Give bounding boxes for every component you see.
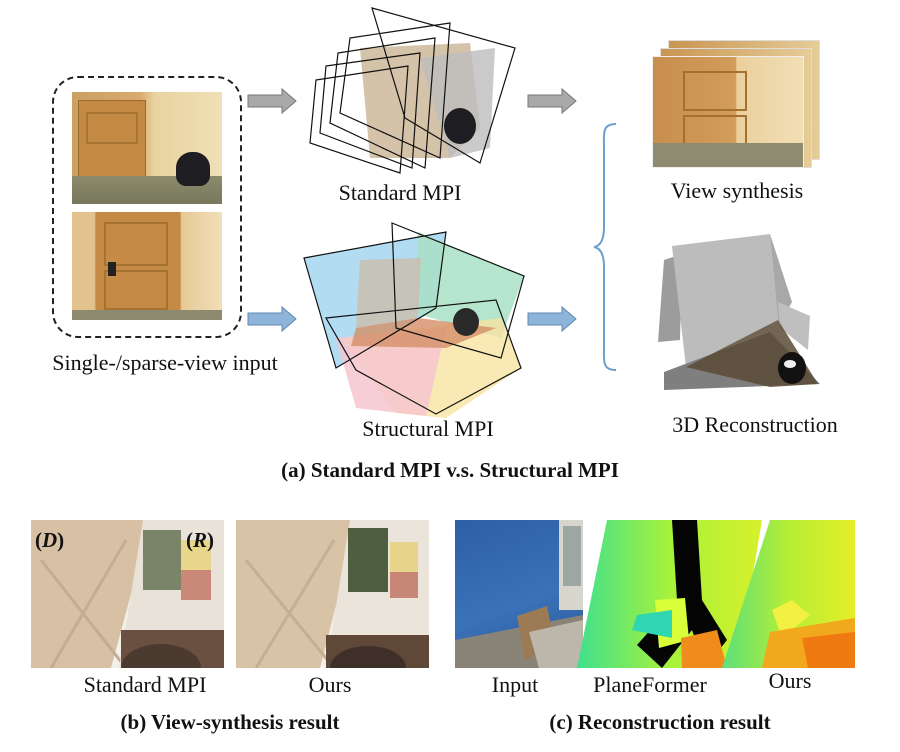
ours-view-synthesis-label: Ours — [308, 672, 352, 697]
ours-depth-map — [722, 520, 855, 668]
standard-mpi-label: Standard MPI — [338, 180, 462, 205]
reconstruction-render — [658, 234, 820, 390]
synth-front-image — [652, 56, 804, 168]
depth-marker-letter: D — [42, 528, 58, 552]
input-views-frame — [52, 76, 242, 338]
rgb-marker: (R) — [186, 528, 215, 552]
structural-mpi-planes — [303, 222, 525, 418]
planeformer-label: PlaneFormer — [593, 672, 707, 697]
reconstruction-label: 3D Reconstruction — [672, 412, 838, 437]
reconstruction-input-label: Input — [491, 672, 539, 697]
gray-arrow-1 — [247, 87, 297, 115]
planeformer-depth-map — [577, 520, 762, 668]
blue-arrow-2 — [527, 305, 577, 333]
standard-mpi-result-label: Standard MPI — [83, 672, 207, 697]
ours-reconstruction-label: Ours — [768, 668, 812, 693]
caption-b: (b) View-synthesis result — [120, 710, 340, 734]
blue-arrow-1 — [247, 305, 297, 333]
view-synthesis-label: View synthesis — [670, 178, 804, 203]
gray-arrow-2 — [527, 87, 577, 115]
standard-mpi-planes — [309, 7, 516, 174]
input-photo-2 — [72, 212, 222, 320]
ours-view-synthesis-image — [236, 520, 429, 668]
caption-a: (a) Standard MPI v.s. Structural MPI — [281, 458, 619, 482]
input-photo-1 — [72, 92, 222, 204]
structural-mpi-label: Structural MPI — [362, 416, 494, 441]
rgb-marker-letter: R — [193, 528, 208, 552]
curly-brace — [593, 123, 617, 371]
standard-mpi-result-image: (D) (R) — [31, 520, 224, 668]
input-label: Single-/sparse-view input — [52, 350, 278, 375]
caption-c: (c) Reconstruction result — [549, 710, 771, 734]
depth-marker: (D) — [35, 528, 65, 552]
reconstruction-input-image — [455, 520, 583, 668]
